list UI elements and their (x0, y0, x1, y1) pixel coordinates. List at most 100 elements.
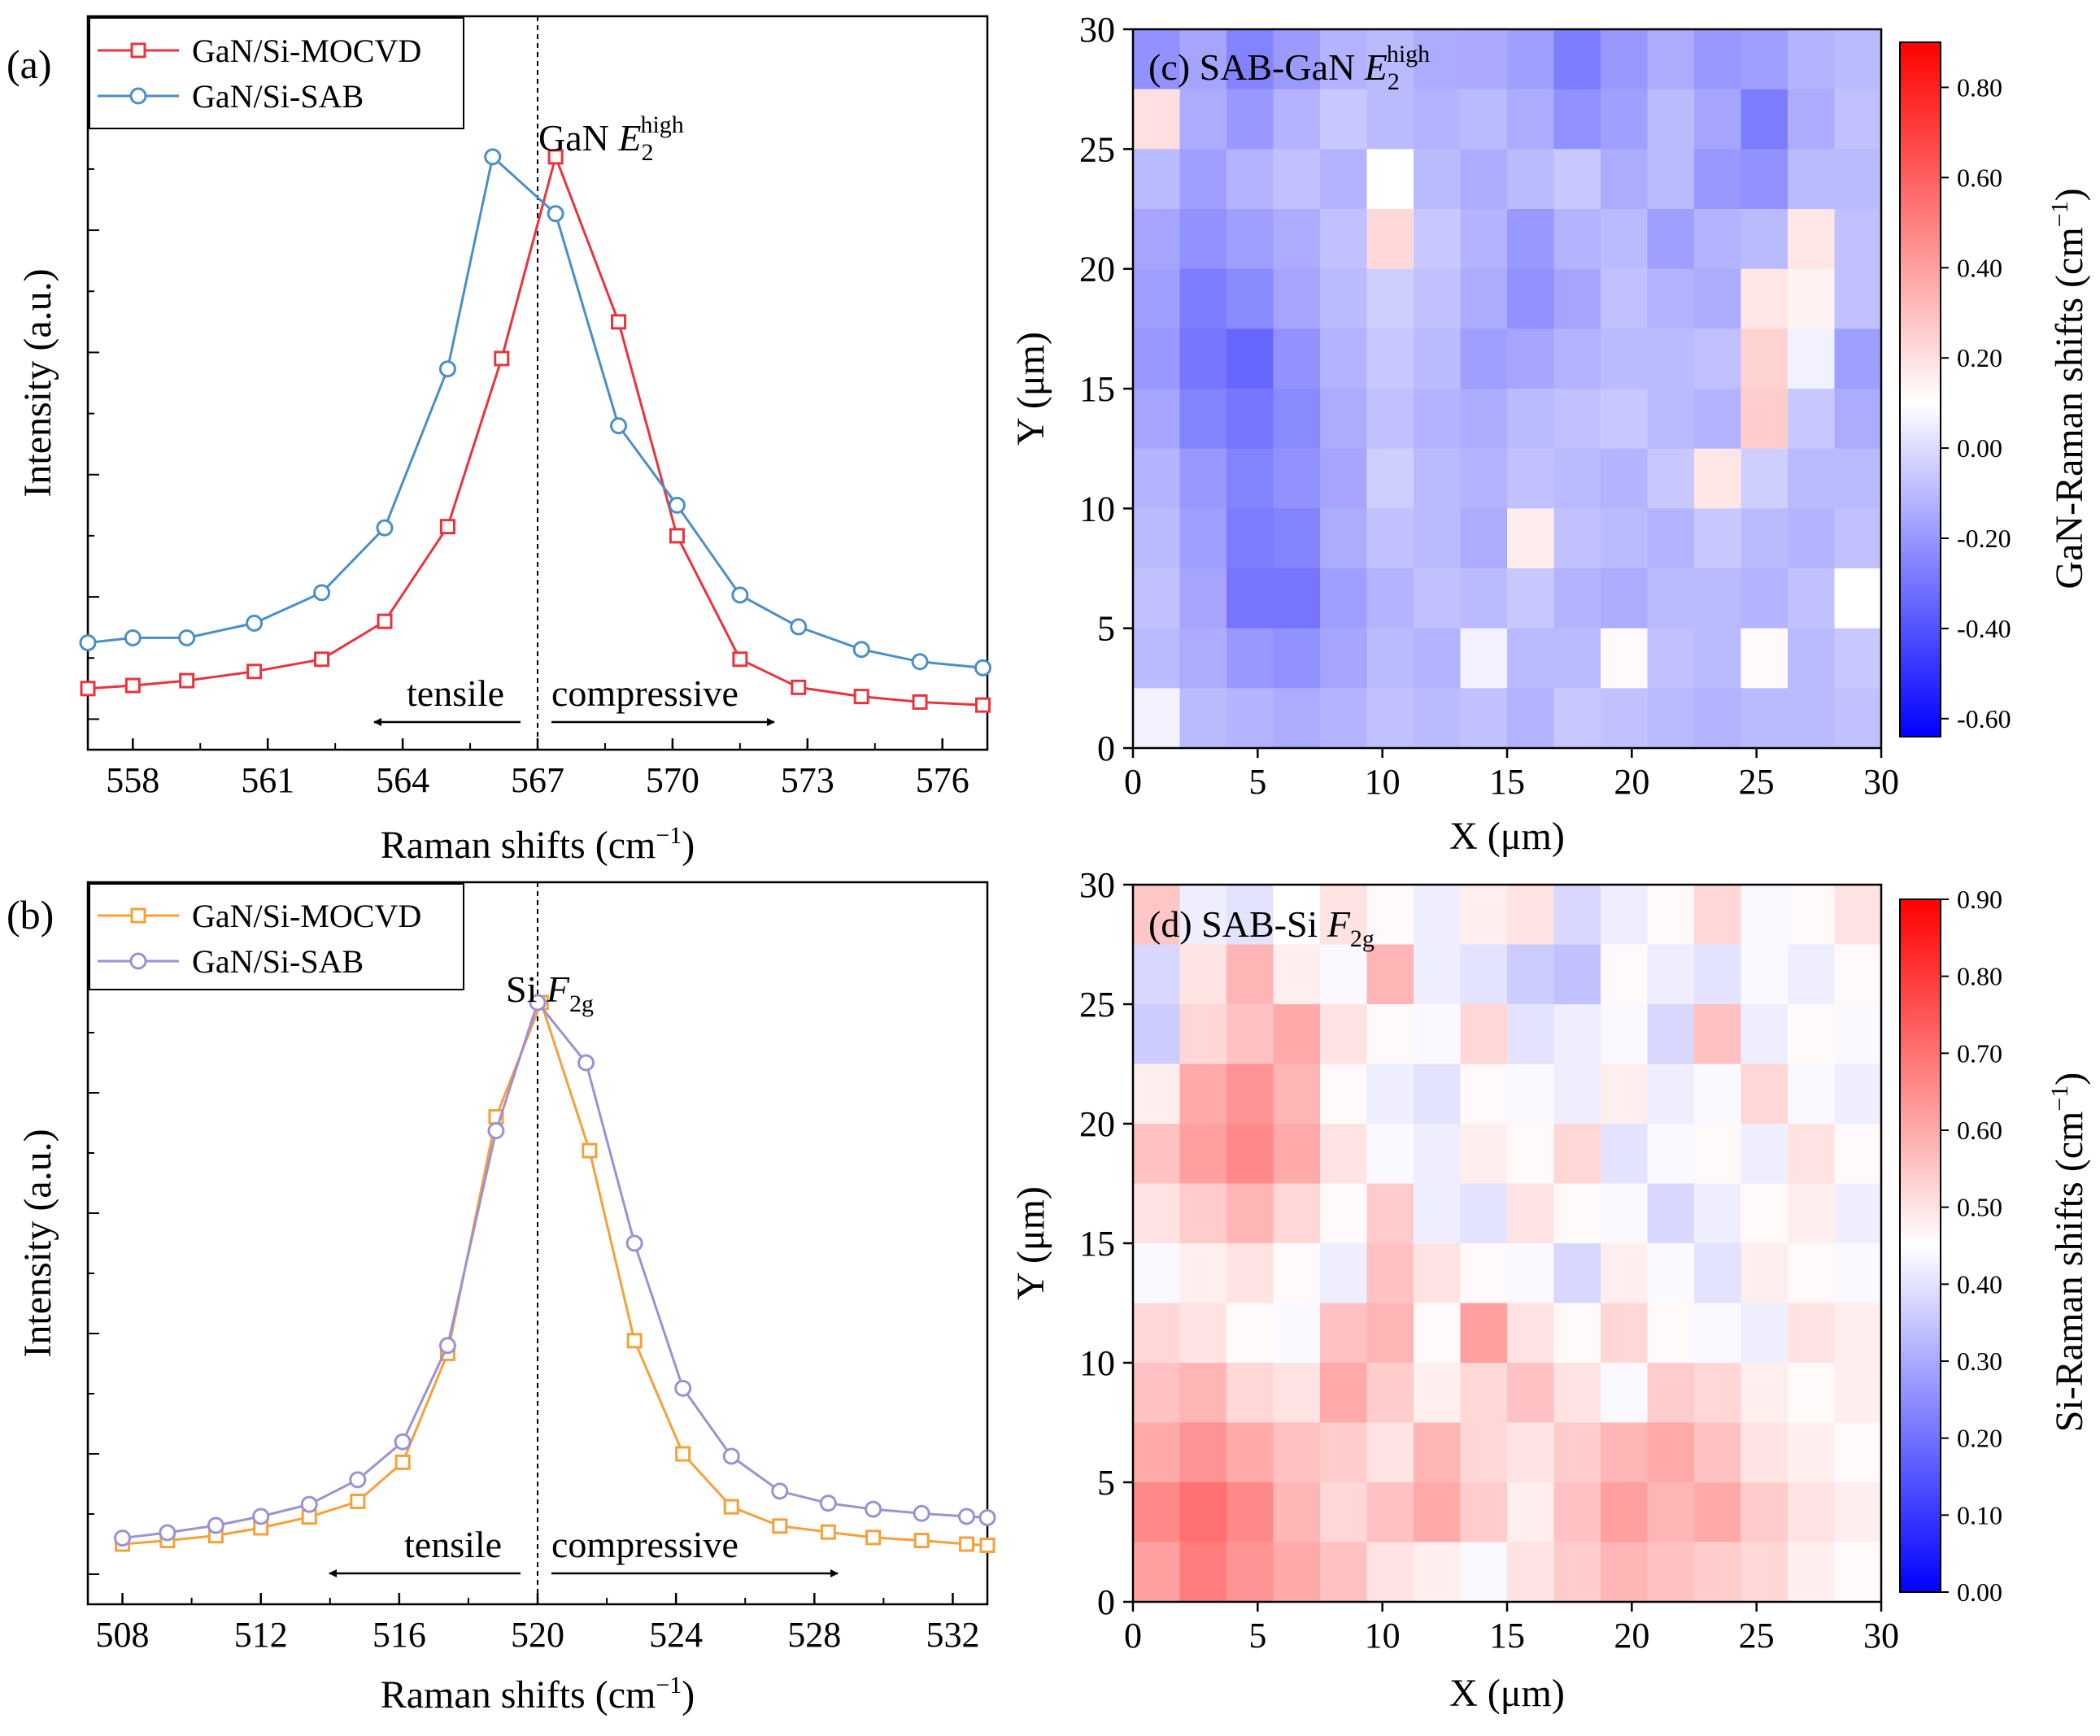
heatmap-cell (1460, 1064, 1508, 1125)
data-point (668, 496, 686, 514)
x-tick-label: 528 (787, 1615, 841, 1655)
heatmap-cell (1834, 568, 1882, 629)
heatmap-cell (1273, 328, 1321, 389)
panel-label-a: (a) (7, 41, 52, 87)
heatmap-cell (1553, 389, 1601, 450)
colorbar-tick-label: 0.40 (1957, 253, 2002, 282)
data-point (865, 1500, 882, 1518)
heatmap-cell (1366, 209, 1414, 270)
data-point (350, 1493, 366, 1509)
heatmap-cell (1694, 944, 1742, 1005)
y-axis-ticks-a (88, 46, 99, 720)
heatmap-cell (1366, 89, 1414, 150)
heatmap-cell (1320, 209, 1368, 270)
y-tick-label: 5 (1097, 609, 1115, 649)
heatmap-cell (1788, 688, 1836, 749)
legend-box-a (89, 17, 464, 129)
y-tick-label: 20 (1079, 250, 1115, 289)
heatmap-cell (1226, 1124, 1274, 1185)
data-point (625, 1234, 643, 1252)
data-point (974, 697, 991, 713)
heatmap-cell (1179, 1363, 1227, 1424)
heatmap-cell (1788, 268, 1836, 329)
x-tick-label: 15 (1489, 1616, 1525, 1656)
heatmap-cell (1460, 328, 1508, 389)
heatmap-cell (1601, 89, 1649, 150)
heatmap-cell (1366, 885, 1414, 946)
data-point (732, 651, 748, 668)
heatmap-cell (1601, 944, 1649, 1005)
heatmap-cell (1601, 1064, 1649, 1125)
heatmap-cell (1366, 944, 1414, 1005)
series-line-1 (87, 154, 983, 669)
series-line-0 (122, 999, 988, 1547)
heatmap-cell (1601, 328, 1649, 389)
heatmap-cell (1273, 1422, 1321, 1483)
heatmap-cell (1226, 1064, 1274, 1125)
heatmap-cell (1226, 389, 1274, 450)
region-label-compressive-a: compressive (551, 672, 738, 714)
y-tick-label: 5 (1097, 1463, 1115, 1503)
heatmap-cell (1694, 89, 1742, 150)
heatmap-cell (1414, 1124, 1462, 1185)
data-point (852, 641, 870, 659)
heatmap-cell (1834, 29, 1882, 90)
y-tick-label: 0 (1097, 729, 1115, 768)
heatmap-cell (1366, 1004, 1414, 1065)
data-point (80, 681, 96, 697)
heatmap-cell (1133, 568, 1181, 629)
heatmap-cell (1834, 1422, 1882, 1483)
data-point (376, 519, 394, 537)
heatmap-cell (1507, 508, 1555, 569)
data-point (674, 1379, 692, 1397)
heatmap-cell (1273, 944, 1321, 1005)
heatmap-cell (1741, 448, 1788, 509)
heatmap-cell (1553, 1124, 1601, 1185)
x-tick-label: 561 (241, 760, 294, 800)
heatmap-cell (1553, 89, 1601, 150)
heatmap-cell (1273, 1124, 1321, 1185)
x-tick-label: 10 (1365, 1616, 1401, 1656)
colorbar-tick-label: 0.10 (1957, 1500, 2002, 1529)
heatmap-cell (1226, 1004, 1274, 1065)
heatmap-cell (1647, 628, 1695, 689)
heatmap-cell (1507, 1064, 1555, 1125)
heatmap-cell (1741, 1542, 1788, 1603)
heatmap-cell (1788, 568, 1836, 629)
x-tick-label: 15 (1489, 762, 1525, 802)
heatmap-cell (1741, 1124, 1788, 1185)
heatmap-cell (1694, 149, 1742, 210)
heatmap-cell (1694, 885, 1742, 946)
heatmap-cell (1741, 508, 1788, 569)
series-line-1 (122, 999, 988, 1540)
heatmap-cell (1460, 389, 1508, 450)
data-point (820, 1524, 836, 1540)
heatmap-cell (1647, 688, 1695, 749)
heatmap-cell (1226, 448, 1274, 509)
heatmap-cell (1273, 1482, 1321, 1543)
heatmap-cell (1834, 1482, 1882, 1543)
legend-marker (129, 952, 147, 970)
heatmap-cell (1834, 628, 1882, 689)
heatmap-cell (1133, 628, 1181, 689)
heatmap-cell (1273, 628, 1321, 689)
colorbar-tick-label: 0.50 (1957, 1193, 2002, 1222)
x-tick-label: 0 (1124, 762, 1142, 802)
heatmap-cell (1553, 448, 1601, 509)
heatmap-cell (1460, 1363, 1508, 1424)
heatmap-cell (1320, 29, 1368, 90)
y-tick-label: 15 (1079, 1224, 1115, 1264)
heatmap-cell (1460, 628, 1508, 689)
heatmap-cell (1834, 1124, 1882, 1185)
heatmap-cell (1647, 328, 1695, 389)
heatmap-cell (1320, 1243, 1368, 1304)
heatmap-cell (1601, 1243, 1649, 1304)
heatmap-cell (1694, 1183, 1742, 1244)
heatmap-cell (1741, 1243, 1788, 1304)
colorbar-tick-label: 0.00 (1957, 1577, 2002, 1607)
heatmap-cell (1133, 885, 1181, 946)
heatmap-cell (1133, 328, 1181, 389)
x-tick-label: 564 (376, 760, 429, 800)
data-point (79, 633, 97, 651)
heatmap-cell (1133, 29, 1181, 90)
